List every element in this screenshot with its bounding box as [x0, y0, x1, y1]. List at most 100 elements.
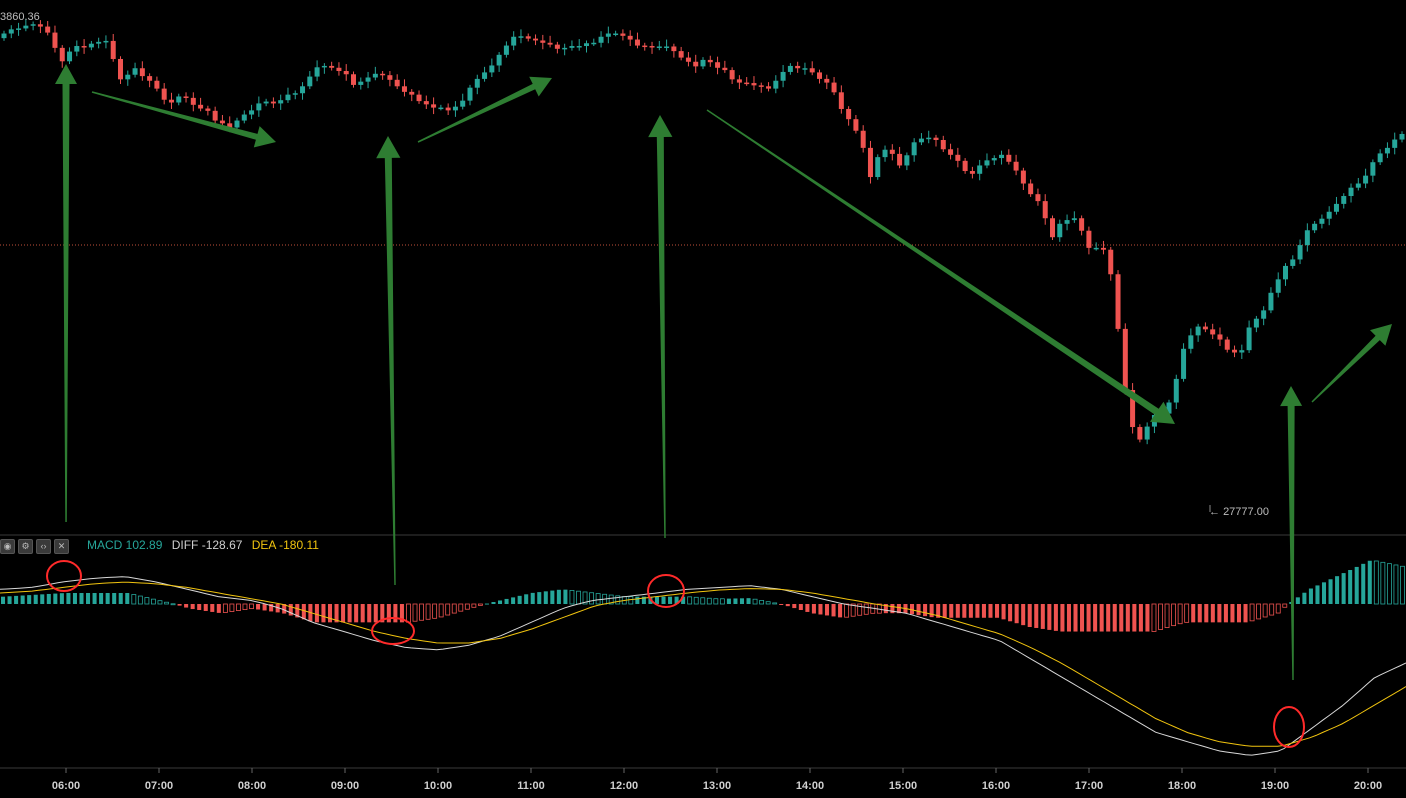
- macd-bar: [386, 604, 391, 623]
- macd-bar: [72, 593, 77, 604]
- candle-body: [722, 67, 728, 71]
- candle-body: [744, 82, 750, 85]
- macd-bar: [556, 589, 561, 604]
- candle-body: [511, 36, 517, 46]
- candle-body: [358, 81, 364, 85]
- macd-bar: [164, 601, 169, 605]
- macd-bar: [1341, 573, 1346, 604]
- candle-body: [1042, 201, 1048, 219]
- candle-body: [1166, 402, 1172, 414]
- source-icon[interactable]: ‹›: [36, 538, 51, 554]
- candle-body: [278, 100, 284, 104]
- candle-body: [234, 120, 240, 128]
- candle-body: [300, 86, 306, 94]
- macd-bar: [1145, 604, 1150, 632]
- candle-body: [16, 28, 22, 30]
- macd-bar: [981, 604, 986, 618]
- macd-bar: [687, 596, 693, 605]
- candle-body: [569, 46, 575, 48]
- candle-body: [1108, 249, 1114, 275]
- macd-bar: [1073, 604, 1078, 632]
- time-tick-label: 07:00: [145, 780, 173, 792]
- macd-bar: [1132, 604, 1137, 632]
- candle-body: [1261, 310, 1267, 319]
- candle-body: [103, 40, 109, 43]
- candle-body: [329, 65, 335, 68]
- macd-bar: [909, 604, 915, 615]
- time-tick-label: 18:00: [1168, 780, 1196, 792]
- candle-body: [598, 36, 604, 43]
- candle-body: [613, 33, 619, 36]
- candle-body: [45, 26, 51, 33]
- macd-bar: [14, 595, 19, 604]
- candle-body: [860, 130, 866, 148]
- macd-bar: [399, 604, 404, 623]
- diff-line: [0, 576, 1406, 756]
- macd-bar: [1204, 604, 1209, 623]
- macd-bar: [1223, 604, 1228, 623]
- macd-bar: [654, 596, 659, 604]
- candle-body: [584, 43, 589, 47]
- macd-bar: [1047, 604, 1052, 630]
- time-tick-label: 14:00: [796, 780, 824, 792]
- candle-body: [766, 86, 772, 89]
- candle-body: [219, 120, 225, 124]
- macd-bar: [327, 604, 333, 623]
- macd-bar: [530, 592, 535, 604]
- candle-body: [292, 93, 298, 95]
- macd-bar: [425, 603, 431, 620]
- macd-bar: [850, 603, 856, 617]
- candle-body: [1246, 327, 1252, 351]
- macd-bar: [1191, 604, 1196, 623]
- high-price-label: 3860.36: [0, 11, 40, 23]
- candle-body: [540, 40, 546, 43]
- macd-bar: [1315, 585, 1320, 604]
- candle-body: [176, 96, 182, 103]
- candle-body: [751, 83, 757, 86]
- candle-body: [154, 80, 160, 89]
- macd-bar: [112, 593, 117, 604]
- candle-body: [627, 35, 633, 40]
- trend-arrow: [648, 115, 673, 538]
- macd-bar: [1256, 603, 1262, 620]
- macd-bar: [524, 594, 529, 604]
- low-price-value: 27777.00: [1223, 506, 1269, 518]
- candle-body: [1384, 147, 1390, 154]
- macd-bar: [772, 602, 778, 605]
- candle-body: [409, 91, 415, 95]
- macd-bar: [949, 604, 954, 618]
- macd-bar: [282, 604, 287, 614]
- macd-bar: [1361, 563, 1366, 604]
- macd-bar: [883, 604, 888, 614]
- macd-bar: [504, 598, 509, 604]
- macd-bar: [137, 595, 143, 605]
- macd-bar: [1393, 564, 1399, 605]
- candle-body: [562, 47, 568, 50]
- settings-icon[interactable]: ⚙: [18, 538, 33, 554]
- candle-body: [1050, 218, 1055, 238]
- candle-body: [533, 38, 539, 41]
- macd-bar: [236, 603, 241, 611]
- candle-body: [190, 97, 196, 105]
- visibility-icon[interactable]: ◉: [0, 538, 15, 554]
- macd-bar: [334, 604, 339, 623]
- trend-arrow: [55, 64, 77, 522]
- candle-body: [1232, 349, 1238, 353]
- close-icon[interactable]: ✕: [54, 538, 69, 554]
- candle-body: [118, 58, 123, 80]
- macd-bar: [537, 592, 542, 604]
- trend-arrow: [1280, 386, 1303, 680]
- macd-bar: [1295, 597, 1300, 604]
- candle-body: [1006, 154, 1012, 162]
- macd-bar: [177, 604, 182, 606]
- macd-bar: [203, 604, 208, 611]
- macd-bar: [222, 603, 228, 613]
- macd-bar: [936, 604, 941, 618]
- candle-body: [1326, 211, 1332, 219]
- candle-body: [423, 101, 429, 105]
- macd-bar: [1177, 603, 1183, 625]
- candle-body: [445, 107, 451, 111]
- candle-body: [926, 137, 932, 140]
- candle-body: [139, 68, 145, 77]
